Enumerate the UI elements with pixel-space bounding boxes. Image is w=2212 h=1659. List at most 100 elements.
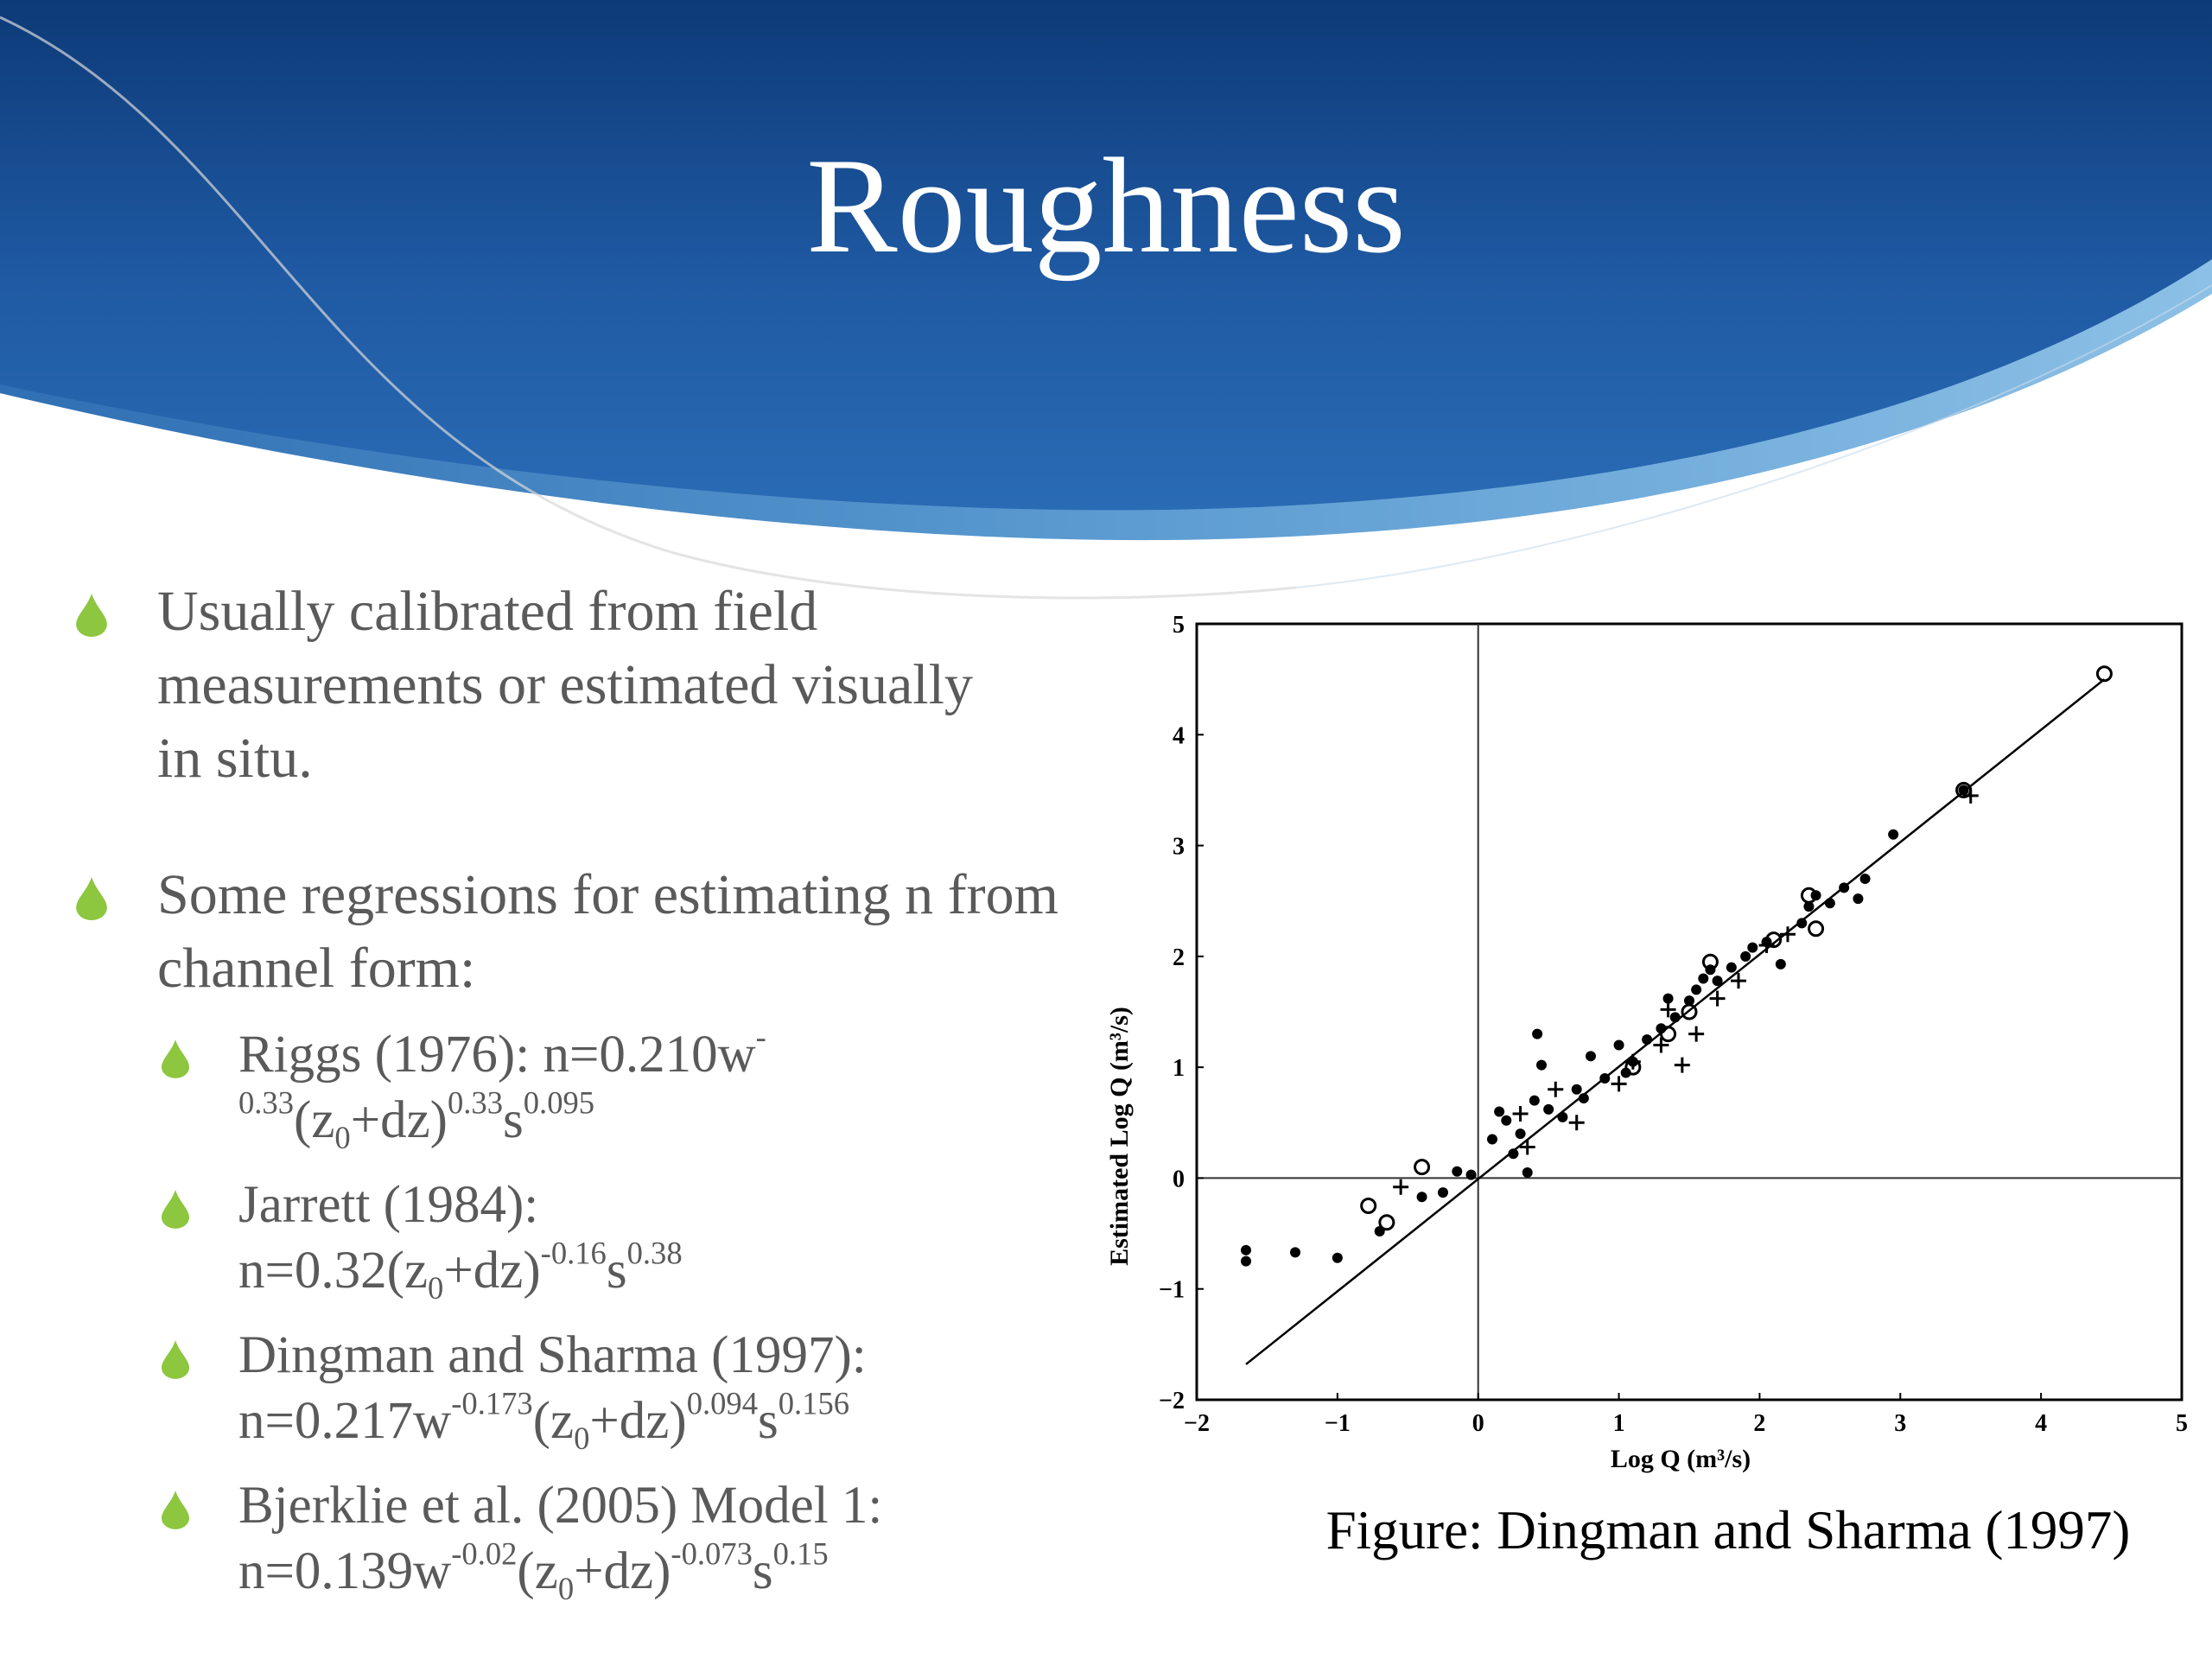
x-tick-label: −1 <box>1325 1410 1351 1437</box>
droplet-bullet-icon <box>162 1039 189 1078</box>
data-point-dot <box>1452 1166 1463 1177</box>
droplet-bullet-icon <box>162 1340 189 1379</box>
data-point-dot <box>1803 901 1815 912</box>
data-point-dot <box>1501 1115 1512 1126</box>
y-tick-label: 0 <box>1173 1166 1185 1192</box>
x-tick-label: 2 <box>1753 1410 1765 1437</box>
data-point-dot <box>1438 1187 1448 1198</box>
data-point-plus <box>1548 1081 1564 1097</box>
droplet-bullet-icon <box>76 594 107 637</box>
data-point-dot <box>1599 1072 1611 1084</box>
bullet-item: Usually calibrated from field measuremen… <box>69 575 987 795</box>
title-banner <box>0 0 2212 600</box>
data-point-dot <box>1958 785 1969 796</box>
data-point-circle <box>2095 665 2113 683</box>
data-point-dot <box>1656 1023 1667 1034</box>
x-tick-label: 5 <box>2176 1410 2188 1437</box>
bullet-text: Usually calibrated from field measuremen… <box>157 580 973 790</box>
data-point-circle <box>1808 920 1825 938</box>
x-tick-label: 0 <box>1472 1410 1484 1437</box>
data-point-circle <box>1414 1159 1431 1176</box>
y-tick-label: −1 <box>1159 1277 1185 1304</box>
sub-bullet-riggs: Riggs (1976): n=0.210w-0.33(z0+dz)0.33s0… <box>69 1019 895 1155</box>
data-point-circle <box>1660 1026 1677 1043</box>
data-point-plus <box>1709 990 1726 1007</box>
data-point-dot <box>1824 898 1835 909</box>
data-point-dot <box>1712 976 1723 987</box>
data-point-dot <box>1241 1255 1251 1267</box>
data-point-dot <box>1642 1034 1653 1046</box>
data-point-dot <box>1698 973 1709 984</box>
data-point-dot <box>1747 942 1758 953</box>
data-point-dot <box>1684 995 1694 1007</box>
regression-label: Bjerklie et al. (2005) Model 1: <box>238 1477 883 1535</box>
figure-caption: Figure: Dingman and Sharma (1997) <box>1325 1500 2131 1560</box>
droplet-bullet-icon <box>162 1491 189 1529</box>
data-point-plus <box>1674 1057 1690 1073</box>
sub-bullet-jarrett: Jarrett (1984): n=0.32(z0+dz)-0.16s0.38 <box>69 1173 895 1304</box>
data-point-dot <box>1578 1093 1589 1104</box>
data-point-dot <box>1241 1244 1251 1255</box>
x-tick-label: −2 <box>1184 1410 1210 1437</box>
regression-formula: n=0.217w-0.173(z0+dz)0.094s0.156 <box>238 1385 850 1456</box>
data-point-dot <box>1620 1067 1631 1078</box>
data-point-dot <box>1543 1103 1554 1115</box>
data-point-dot <box>1416 1192 1427 1203</box>
bullet-list: Usually calibrated from field measuremen… <box>69 575 1063 1605</box>
data-point-plus <box>1568 1115 1585 1131</box>
regression-formula: Jarrett (1984): n=0.32(z0+dz)-0.16s0.38 <box>238 1176 683 1306</box>
data-point-dot <box>1853 893 1864 905</box>
data-point-dot <box>1529 1095 1540 1106</box>
data-point-dot <box>1726 962 1737 973</box>
data-point-dot <box>1796 918 1808 929</box>
data-point-plus <box>1660 1001 1676 1018</box>
y-axis-label: Estimated Log Q (m³/s) <box>1105 1007 1134 1266</box>
data-point-circle <box>1360 1198 1377 1214</box>
data-point-dot <box>1775 958 1786 969</box>
data-point-dot <box>1536 1059 1547 1071</box>
data-point-plus <box>1611 1076 1627 1092</box>
data-point-plus <box>1393 1179 1409 1195</box>
data-point-circle <box>1701 953 1719 970</box>
data-point-dot <box>1859 874 1871 885</box>
plot-border <box>1195 622 2183 1402</box>
data-point-circle <box>1378 1214 1395 1231</box>
data-point-dot <box>1508 1148 1519 1160</box>
y-tick-label: 3 <box>1173 834 1185 861</box>
bullet-text: Some regressions for estimating n from c… <box>157 863 1058 1000</box>
sub-bullet-dingman: Dingman and Sharma (1997): n=0.217w-0.17… <box>69 1323 1063 1454</box>
data-point-dot <box>1290 1247 1300 1258</box>
y-tick-label: 1 <box>1173 1055 1185 1082</box>
data-point-dot <box>1669 1012 1681 1023</box>
data-point-dot <box>1888 829 1899 840</box>
data-point-dot <box>1691 984 1702 995</box>
data-point-dot <box>1532 1028 1543 1039</box>
y-tick-label: −2 <box>1159 1388 1185 1414</box>
data-point-dot <box>1557 1111 1568 1122</box>
data-point-dot <box>1465 1169 1477 1180</box>
data-point-dot <box>1494 1106 1505 1117</box>
droplet-bullet-icon <box>162 1190 189 1229</box>
x-axis-label: Log Q (m³/s) <box>1611 1445 1751 1473</box>
slide-title: Roughness <box>806 130 1406 282</box>
data-point-plus <box>1758 938 1775 954</box>
data-point-circle <box>1681 1003 1698 1020</box>
data-point-dot <box>1662 993 1674 1004</box>
data-point-dot <box>1522 1167 1533 1179</box>
regression-formula: Riggs (1976): n=0.210w-0.33(z0+dz)0.33s0… <box>238 1019 766 1155</box>
x-tick-label: 4 <box>2035 1410 2047 1437</box>
regression-label: Dingman and Sharma (1997): <box>238 1326 867 1384</box>
droplet-bullet-icon <box>76 877 107 920</box>
y-tick-label: 2 <box>1173 944 1185 971</box>
data-point-dot <box>1515 1128 1526 1140</box>
data-point-plus <box>1688 1026 1705 1042</box>
y-tick-label: 5 <box>1173 612 1185 639</box>
data-point-dot <box>1613 1039 1624 1051</box>
data-point-plus <box>1780 926 1796 943</box>
data-point-dot <box>1487 1134 1497 1145</box>
data-point-dot <box>1571 1084 1582 1095</box>
data-point-dot <box>1332 1252 1343 1263</box>
scatter-chart: −2 −1 0 1 2 3 4 5 −2 −1 0 1 2 3 4 5 Log Q (m³/s) Estima… <box>1105 612 2188 1473</box>
data-point-plus <box>1624 1053 1641 1070</box>
x-tick-label: 3 <box>1894 1410 1906 1437</box>
